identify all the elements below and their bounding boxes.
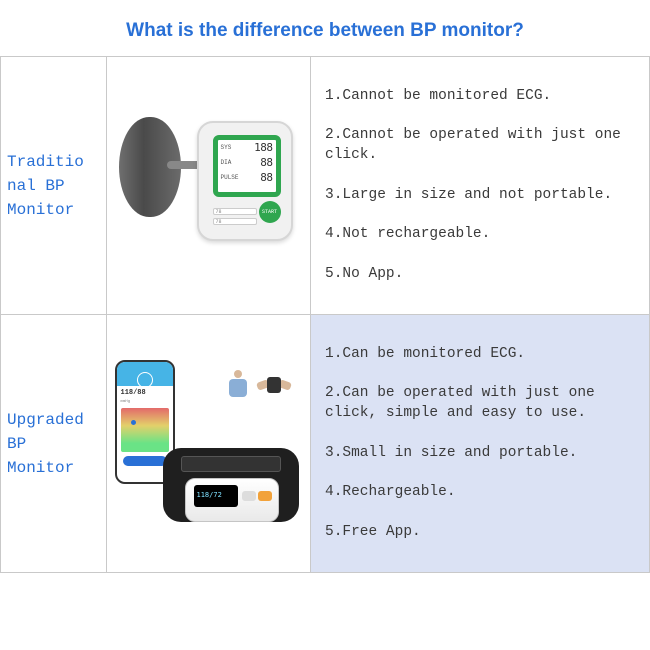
person-icon [225, 370, 251, 400]
arm-cuff-icon [119, 117, 181, 217]
cuff-button-1 [242, 491, 256, 501]
phone-button-icon [123, 456, 167, 466]
usage-diagram-icon [215, 366, 303, 404]
feature-item: 3.Small in size and portable. [325, 444, 635, 464]
phone-header [117, 362, 173, 386]
label-text: Upgraded BP Monitor [7, 408, 84, 480]
row-label-traditional: Traditio nal BP Monitor [1, 57, 107, 315]
illustration-upgraded: 118/88 mmHg [107, 315, 311, 573]
bp-device-icon: SYS 188 DIA 88 PULSE 88 78 78 START [197, 121, 293, 241]
pulse-value: 88 [260, 171, 272, 184]
start-button-icon: START [259, 201, 281, 223]
feature-item: 5.No App. [325, 265, 635, 285]
pulse-label: PULSE [221, 174, 239, 181]
illustration-traditional: SYS 188 DIA 88 PULSE 88 78 78 START [107, 57, 311, 315]
phone-chart-icon [121, 408, 169, 452]
device-screen: SYS 188 DIA 88 PULSE 88 [213, 135, 281, 197]
row-label-upgraded: Upgraded BP Monitor [1, 315, 107, 573]
cuff-screen [194, 485, 238, 507]
upgraded-bp-graphic: 118/88 mmHg [115, 360, 303, 528]
feature-item: 1.Cannot be monitored ECG. [325, 87, 635, 107]
label-text: Traditio nal BP Monitor [7, 150, 84, 222]
dia-label: DIA [221, 159, 232, 166]
feature-item: 4.Rechargeable. [325, 483, 635, 503]
sys-value: 188 [254, 141, 272, 154]
bar-2: 78 [213, 218, 257, 225]
feature-item: 2.Cannot be operated with just one click… [325, 126, 635, 165]
feature-item: 1.Can be monitored ECG. [325, 345, 635, 365]
feature-item: 4.Not rechargeable. [325, 225, 635, 245]
memory-bars: 78 78 [213, 205, 257, 225]
cuff-device [185, 478, 279, 522]
feature-item: 5.Free App. [325, 523, 635, 543]
upgraded-cuff-icon [163, 448, 299, 522]
comparison-table: Traditio nal BP Monitor SYS 188 DIA 88 PUL… [0, 56, 650, 573]
feature-item: 3.Large in size and not portable. [325, 186, 635, 206]
phone-unit: mmHg [117, 400, 173, 404]
cuff-strap [181, 456, 281, 472]
hands-icon [255, 371, 293, 399]
features-upgraded: 1.Can be monitored ECG. 2.Can be operate… [311, 315, 650, 573]
sys-label: SYS [221, 144, 232, 151]
cuff-button-2 [258, 491, 272, 501]
features-traditional: 1.Cannot be monitored ECG. 2.Cannot be o… [311, 57, 650, 315]
traditional-bp-graphic: SYS 188 DIA 88 PULSE 88 78 78 START [119, 111, 299, 261]
bar-1: 78 [213, 208, 257, 215]
page-title: What is the difference between BP monito… [0, 0, 650, 56]
feature-item: 2.Can be operated with just one click, s… [325, 384, 635, 423]
dia-value: 88 [260, 156, 272, 169]
phone-reading: 118/88 [117, 386, 173, 400]
